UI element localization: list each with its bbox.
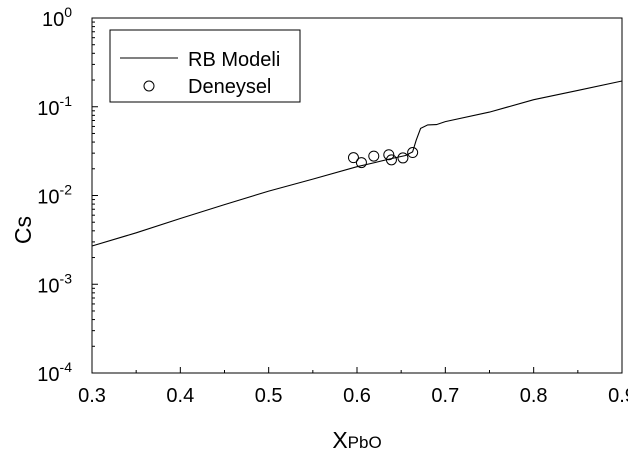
- y-tick-label: 100: [42, 4, 72, 31]
- x-axis-label: XPbO: [332, 427, 381, 453]
- data-point-deneysel: [368, 150, 380, 162]
- data-point-deneysel: [407, 147, 419, 159]
- y-tick-label: 10-2: [37, 182, 72, 209]
- y-tick-exponent: -4: [60, 359, 73, 375]
- x-tick-label: 0.6: [343, 385, 371, 407]
- y-axis: 100 10-1 10-2 10-3 10-4: [37, 4, 98, 386]
- legend: RB Modeli Deneysel: [109, 29, 301, 103]
- x-tick-label: 0.8: [520, 385, 548, 407]
- x-axis-label-sub: PbO: [348, 433, 382, 452]
- x-axis-label-main: X: [332, 427, 347, 453]
- x-tick-label: 0.3: [78, 385, 106, 407]
- x-tick-label: 0.9: [608, 385, 628, 407]
- series-layer: [91, 80, 623, 247]
- x-axis: 0.3 0.4 0.5 0.6 0.7 0.8 0.9: [78, 367, 628, 407]
- y-axis-label: Cs: [10, 216, 36, 244]
- legend-box: [109, 29, 301, 103]
- y-tick-exponent: 0: [64, 4, 72, 20]
- y-tick-label: 10-1: [37, 93, 72, 120]
- legend-label-rb-modeli: RB Modeli: [188, 49, 280, 71]
- y-tick-exponent: -2: [60, 182, 73, 198]
- x-tick-label: 0.7: [431, 385, 459, 407]
- series-line-rb-modeli: [91, 80, 623, 247]
- data-point-deneysel: [355, 157, 367, 169]
- legend-circle-marker: [143, 80, 155, 92]
- y-tick-exponent: -1: [60, 93, 73, 109]
- legend-label-deneysel: Deneysel: [188, 76, 271, 98]
- x-tick-label: 0.5: [255, 385, 283, 407]
- y-tick-exponent: -3: [60, 270, 73, 286]
- x-tick-label: 0.4: [166, 385, 194, 407]
- data-point-deneysel: [383, 149, 395, 161]
- data-point-deneysel: [385, 154, 397, 166]
- y-tick-label: 10-4: [37, 359, 72, 386]
- y-tick-label: 10-3: [37, 270, 72, 297]
- data-point-deneysel: [397, 152, 409, 164]
- data-point-deneysel: [347, 152, 359, 164]
